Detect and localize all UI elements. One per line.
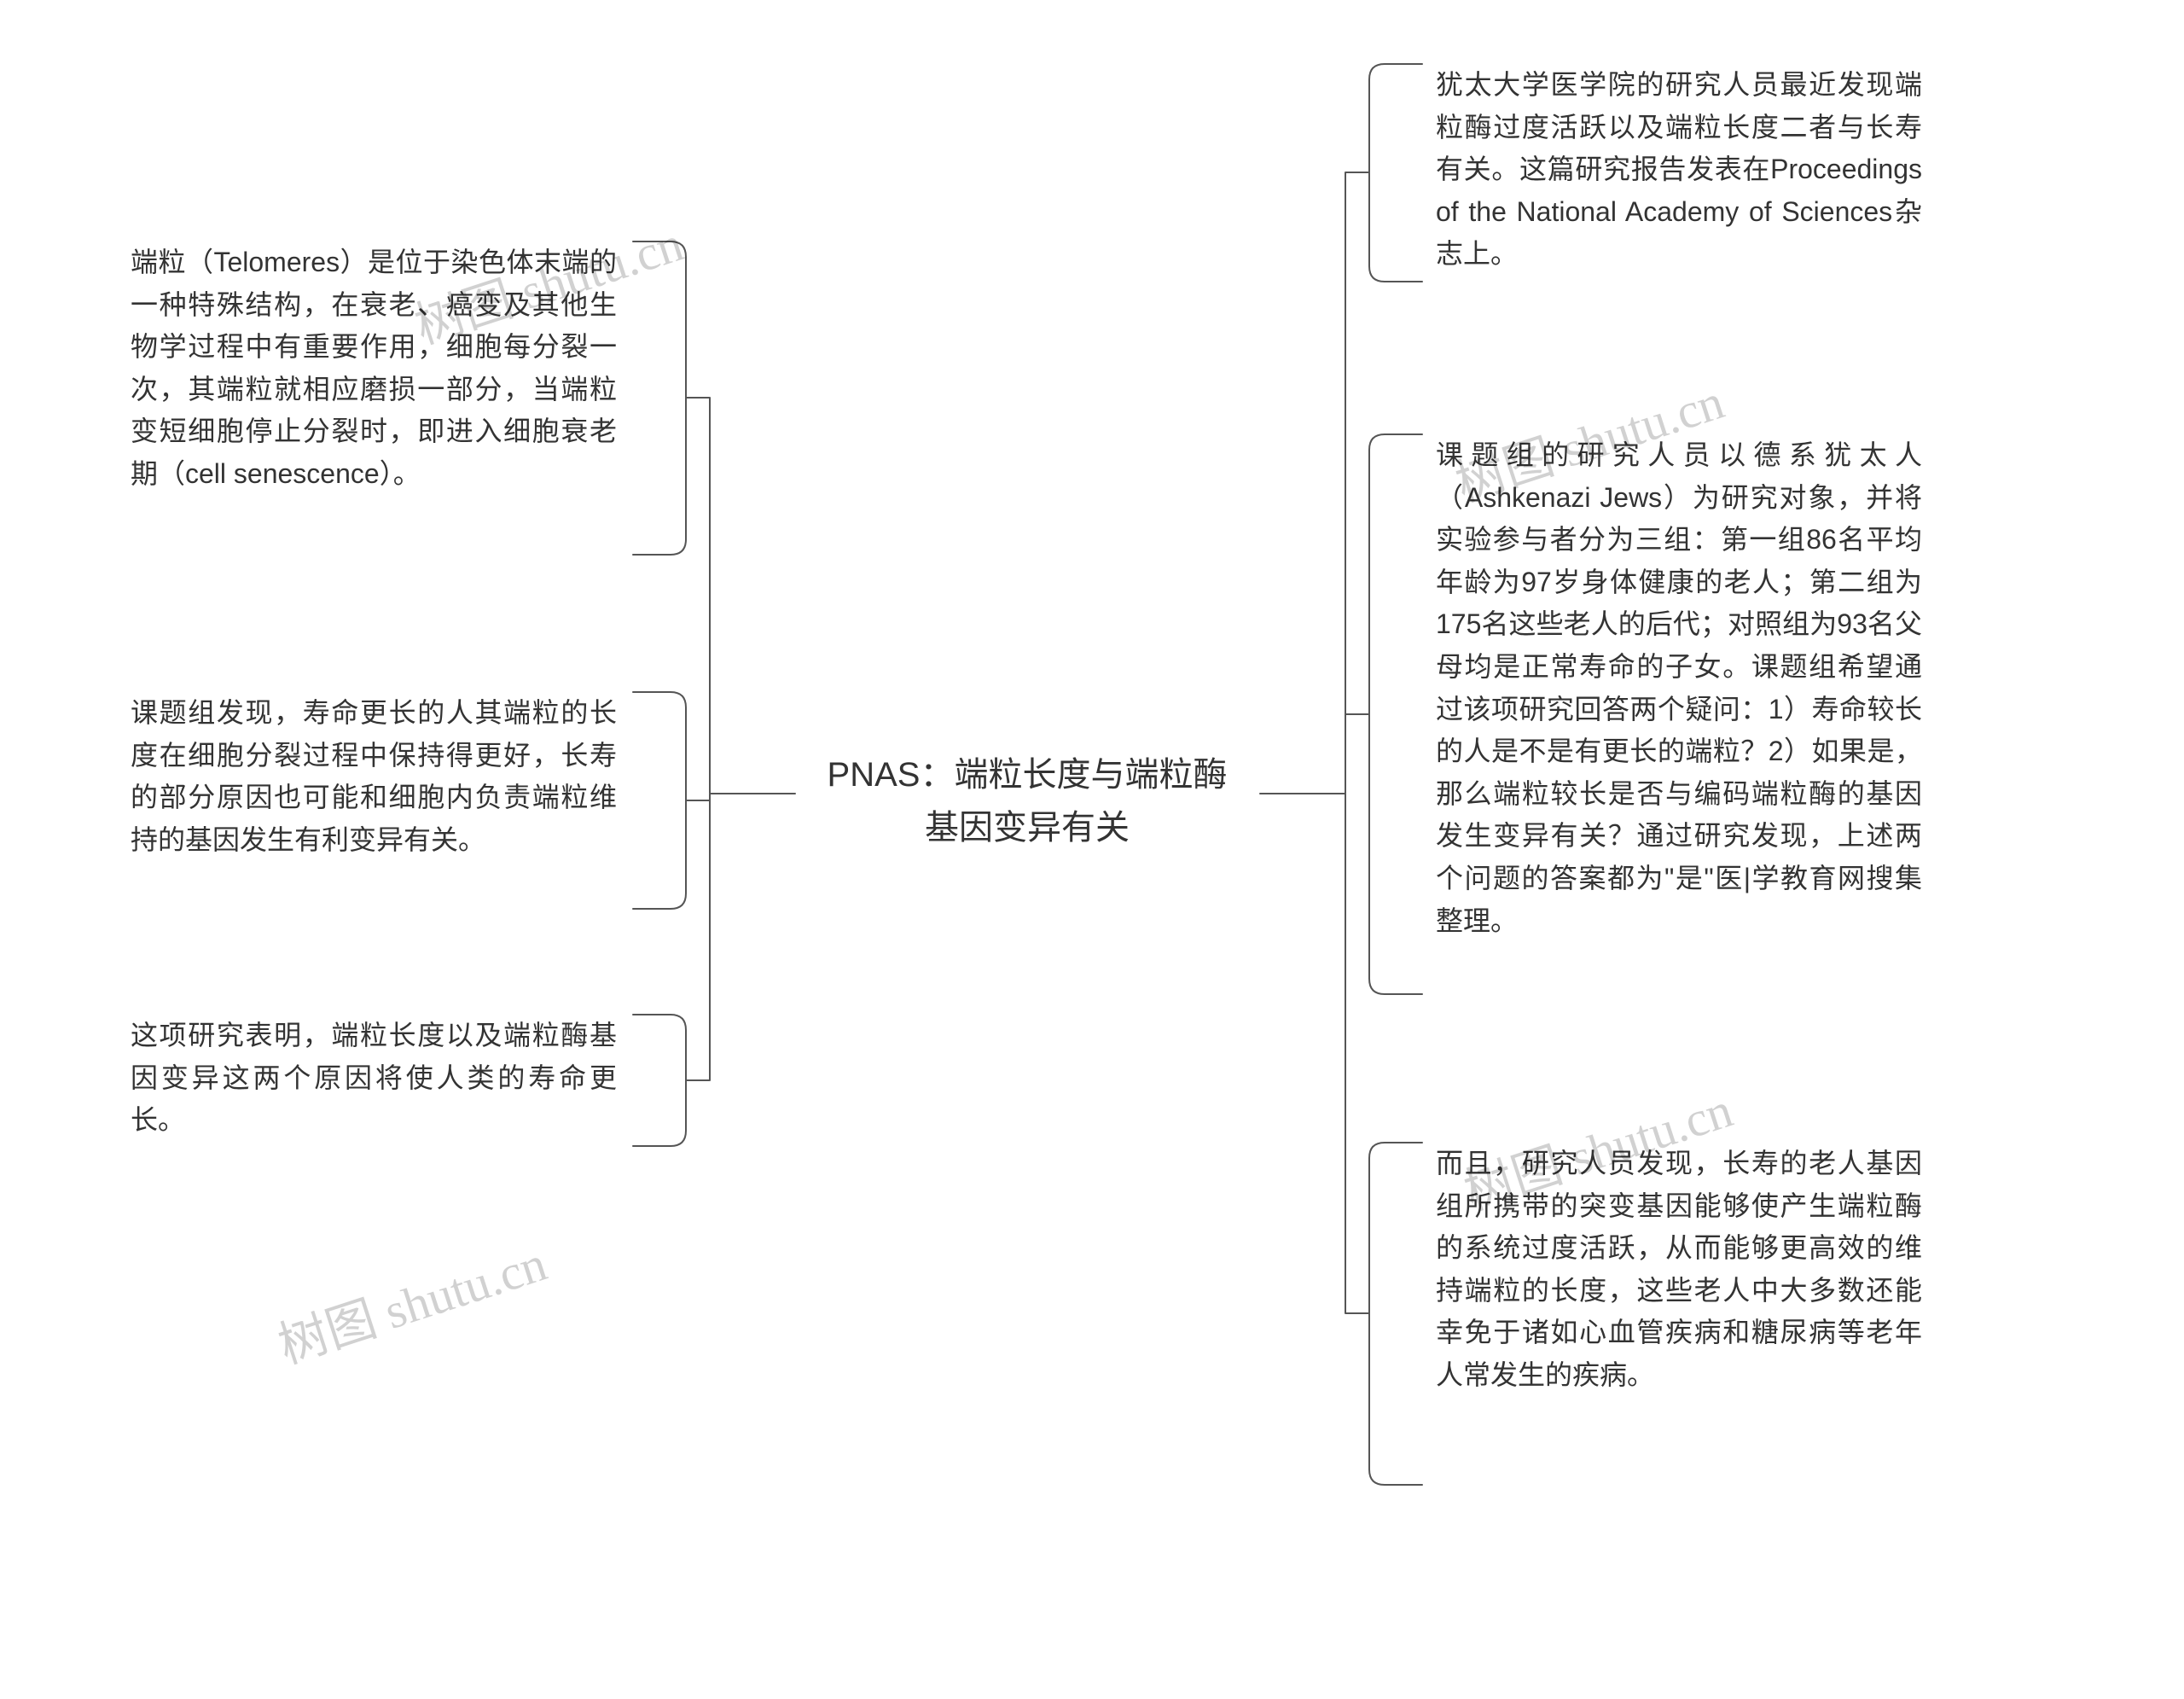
right-node-2: 课题组的研究人员以德系犹太人（Ashkenazi Jews）为研究对象，并将实验…	[1436, 434, 1922, 942]
watermark-1: 树图 shutu.cn	[268, 1224, 554, 1377]
right-connector	[1241, 51, 1422, 1502]
left-node-2: 课题组发现，寿命更长的人其端粒的长度在细胞分裂过程中保持得更好，长寿的部分原因也…	[131, 692, 617, 861]
right-node-3: 而且，研究人员发现，长寿的老人基因组所携带的突变基因能够使产生端粒酶的系统过度活…	[1436, 1143, 1922, 1397]
center-node: PNAS：端粒长度与端粒酶基因变异有关	[814, 748, 1240, 854]
right-node-1: 犹太大学医学院的研究人员最近发现端粒酶过度活跃以及端粒长度二者与长寿有关。这篇研…	[1436, 64, 1922, 276]
left-node-1: 端粒（Telomeres）是位于染色体末端的一种特殊结构，在衰老、癌变及其他生物…	[131, 241, 617, 496]
left-node-3: 这项研究表明，端粒长度以及端粒酶基因变异这两个原因将使人类的寿命更长。	[131, 1015, 617, 1142]
left-connector	[633, 222, 814, 1178]
